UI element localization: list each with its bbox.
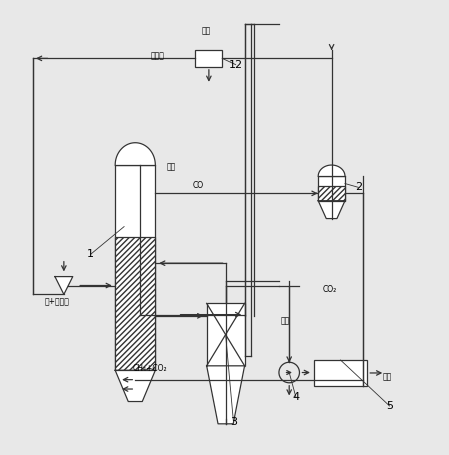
Polygon shape bbox=[55, 277, 73, 294]
Text: 灰渣: 灰渣 bbox=[202, 27, 211, 35]
Text: 1: 1 bbox=[87, 249, 94, 259]
Text: CO: CO bbox=[192, 181, 203, 190]
Polygon shape bbox=[318, 201, 345, 218]
Text: CO₂: CO₂ bbox=[322, 285, 336, 294]
Polygon shape bbox=[207, 366, 245, 424]
Bar bbox=[318, 186, 345, 201]
Text: 2: 2 bbox=[355, 182, 362, 192]
Text: 12: 12 bbox=[229, 60, 243, 70]
Bar bbox=[115, 237, 155, 370]
Polygon shape bbox=[115, 143, 155, 165]
Text: 焦渣: 焦渣 bbox=[281, 317, 290, 326]
Polygon shape bbox=[318, 165, 345, 176]
Bar bbox=[207, 303, 245, 366]
Bar bbox=[195, 50, 222, 67]
Bar bbox=[115, 237, 155, 370]
Text: 4: 4 bbox=[292, 392, 299, 402]
Bar bbox=[314, 360, 367, 386]
Bar bbox=[318, 186, 345, 201]
Text: 3: 3 bbox=[230, 417, 237, 427]
Polygon shape bbox=[115, 370, 155, 401]
Text: 煤气: 煤气 bbox=[166, 163, 176, 172]
Text: 煤+催化剂: 煤+催化剂 bbox=[45, 297, 70, 306]
Text: 5: 5 bbox=[386, 401, 393, 411]
Text: 甲烷: 甲烷 bbox=[383, 373, 392, 381]
Text: 催化剂: 催化剂 bbox=[150, 51, 164, 60]
Bar bbox=[115, 165, 155, 370]
Bar bbox=[318, 176, 345, 201]
Text: CH₄+CO₂: CH₄+CO₂ bbox=[133, 364, 167, 373]
